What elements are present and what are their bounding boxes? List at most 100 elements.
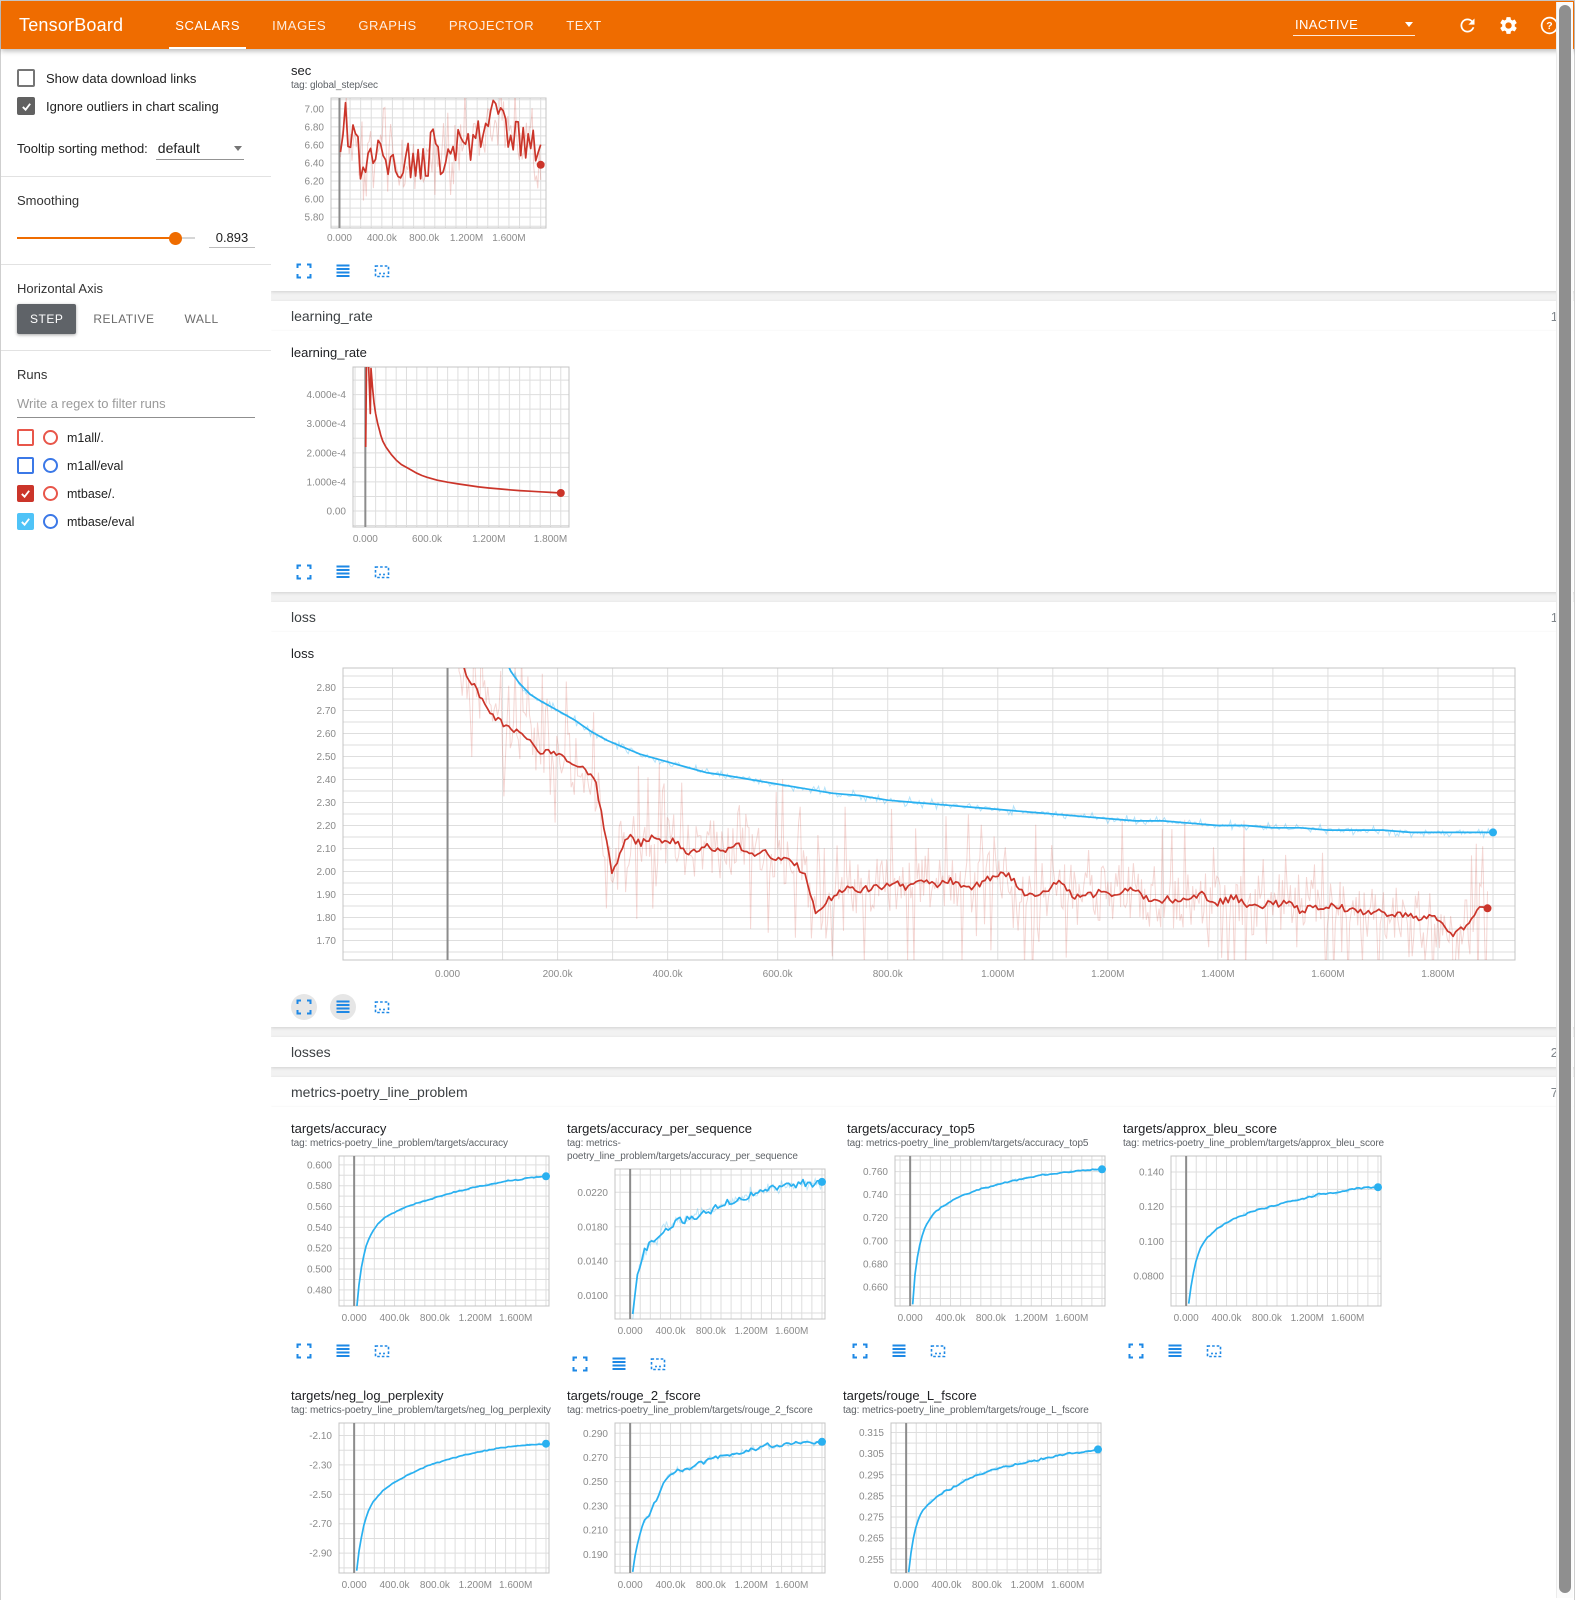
tab-projector[interactable]: PROJECTOR: [448, 17, 535, 33]
scrollbar[interactable]: [1556, 2, 1573, 1598]
fit-domain-icon[interactable]: [925, 1338, 951, 1364]
section-header-losses[interactable]: losses 2: [271, 1037, 1574, 1067]
section-header-metrics_poetry_line_problem[interactable]: metrics-poetry_line_problem 7: [271, 1077, 1574, 1107]
section-header-loss[interactable]: loss 1: [271, 602, 1574, 632]
smoothing-slider[interactable]: [17, 231, 195, 245]
chart-learning_rate[interactable]: 0.00 1.000e-4 2.000e-4 3.000e-4 4.000e-4 0.00…: [291, 361, 583, 551]
run-table-icon[interactable]: [1162, 1338, 1188, 1364]
svg-text:800.0k: 800.0k: [1252, 1313, 1283, 1324]
svg-text:0.540: 0.540: [307, 1223, 332, 1234]
run-name: mtbase/eval: [67, 514, 135, 529]
runs-filter-input[interactable]: [17, 390, 255, 418]
svg-text:0.0100: 0.0100: [577, 1291, 608, 1302]
axis-button-step[interactable]: STEP: [17, 304, 77, 334]
svg-text:-2.50: -2.50: [309, 1490, 332, 1501]
svg-text:200.0k: 200.0k: [543, 969, 574, 980]
svg-text:0.250: 0.250: [583, 1477, 608, 1488]
fullscreen-icon[interactable]: [1123, 1338, 1149, 1364]
fit-domain-icon[interactable]: [645, 1351, 671, 1377]
fit-domain-icon[interactable]: [369, 994, 395, 1020]
svg-text:0.680: 0.680: [863, 1259, 888, 1270]
chart-card-accuracy: targets/accuracy tag: metrics-poetry_line…: [291, 1115, 559, 1367]
chart-global_step_sec[interactable]: 5.80 6.00 6.20 6.40 6.60 6.80 7.00 0.000 400.0k 8…: [291, 92, 556, 250]
fullscreen-icon[interactable]: [567, 1351, 593, 1377]
svg-text:-2.30: -2.30: [309, 1460, 332, 1471]
fit-domain-icon[interactable]: [369, 1338, 395, 1364]
svg-text:800.0k: 800.0k: [420, 1580, 451, 1591]
svg-text:1.600M: 1.600M: [1055, 1313, 1088, 1324]
run-name: m1all/.: [67, 430, 104, 445]
nav-tabs: SCALARS IMAGES GRAPHS PROJECTOR TEXT: [159, 1, 1293, 49]
axis-button-relative[interactable]: RELATIVE: [93, 312, 155, 326]
svg-text:1.200M: 1.200M: [1011, 1580, 1044, 1591]
fullscreen-icon[interactable]: [291, 559, 317, 585]
run-checkbox[interactable]: [17, 457, 34, 474]
fullscreen-icon[interactable]: [291, 1338, 317, 1364]
fit-domain-icon[interactable]: [1201, 1338, 1227, 1364]
smoothing-slider-fill: [17, 237, 176, 239]
svg-text:400.0k: 400.0k: [936, 1313, 967, 1324]
section-header-learning_rate[interactable]: learning_rate 1: [271, 301, 1574, 331]
chart-accuracy_top5[interactable]: 0.660 0.680 0.700 0.720 0.740 0.760 0.000 400.0…: [847, 1150, 1115, 1330]
tab-scalars[interactable]: SCALARS: [159, 1, 256, 49]
scrollbar-thumb[interactable]: [1559, 5, 1571, 1593]
checkbox-ignore-outliers[interactable]: [17, 97, 35, 115]
chart-rouge_2_fscore[interactable]: 0.190 0.210 0.230 0.250 0.270 0.290 0.000 400.0…: [567, 1417, 835, 1597]
chart-loss[interactable]: 1.70 1.80 1.90 2.00 2.10 2.20 2.30 2.40 2.50 2.60…: [291, 662, 1529, 986]
svg-text:1.200M: 1.200M: [1291, 1313, 1324, 1324]
run-isolate-toggle[interactable]: [43, 486, 58, 501]
svg-text:0.760: 0.760: [863, 1167, 888, 1178]
svg-text:0.315: 0.315: [859, 1428, 884, 1439]
checkbox-show-download-links[interactable]: [17, 69, 35, 87]
run-checkbox[interactable]: [17, 429, 34, 446]
fullscreen-icon[interactable]: [847, 1338, 873, 1364]
fullscreen-icon[interactable]: [291, 258, 317, 284]
smoothing-slider-thumb[interactable]: [168, 231, 182, 245]
run-isolate-toggle[interactable]: [43, 430, 58, 445]
run-table-icon[interactable]: [330, 559, 356, 585]
svg-text:2.80: 2.80: [317, 683, 337, 694]
tab-graphs[interactable]: GRAPHS: [358, 17, 417, 33]
run-table-icon[interactable]: [330, 258, 356, 284]
tab-text[interactable]: TEXT: [566, 17, 602, 33]
section-title: losses: [291, 1044, 331, 1060]
run-isolate-toggle[interactable]: [43, 514, 58, 529]
fit-domain-icon[interactable]: [369, 559, 395, 585]
status-dropdown[interactable]: INACTIVE: [1293, 14, 1415, 36]
svg-text:2.30: 2.30: [317, 798, 337, 809]
run-table-icon[interactable]: [330, 994, 356, 1020]
tooltip-sorting-dropdown[interactable]: default: [155, 137, 244, 160]
run-isolate-toggle[interactable]: [43, 458, 58, 473]
svg-text:0.000: 0.000: [342, 1313, 367, 1324]
svg-text:0.210: 0.210: [583, 1526, 608, 1537]
run-table-icon[interactable]: [606, 1351, 632, 1377]
svg-text:2.000e-4: 2.000e-4: [307, 448, 347, 459]
run-checkbox[interactable]: [17, 513, 34, 530]
svg-text:0.000: 0.000: [327, 233, 352, 244]
chart-accuracy_per_sequence[interactable]: 0.0100 0.0140 0.0180 0.0220 0.000 400.0k 800.0…: [567, 1163, 835, 1343]
chart-approx_bleu_score[interactable]: 0.0800 0.100 0.120 0.140 0.000 400.0k 800.0k 1.…: [1123, 1150, 1391, 1330]
run-table-icon[interactable]: [886, 1338, 912, 1364]
section-count: 1: [1550, 609, 1558, 625]
svg-text:400.0k: 400.0k: [656, 1580, 687, 1591]
run-table-icon[interactable]: [330, 1338, 356, 1364]
chart-neg_log_perplexity[interactable]: -2.90 -2.70 -2.50 -2.30 -2.10 0.000 400.0k 800.…: [291, 1417, 559, 1597]
svg-text:1.200M: 1.200M: [1091, 969, 1124, 980]
svg-text:1.200M: 1.200M: [1015, 1313, 1048, 1324]
svg-text:-2.10: -2.10: [309, 1431, 332, 1442]
chart-accuracy[interactable]: 0.480 0.500 0.520 0.540 0.560 0.580 0.600 0.000…: [291, 1150, 559, 1330]
chart-rouge_L_fscore[interactable]: 0.255 0.265 0.275 0.285 0.295 0.305 0.315 0.000…: [843, 1417, 1111, 1597]
svg-text:6.40: 6.40: [305, 159, 325, 170]
smoothing-value[interactable]: 0.893: [209, 228, 255, 248]
svg-text:0.00: 0.00: [327, 507, 347, 518]
svg-text:2.40: 2.40: [317, 775, 337, 786]
fit-domain-icon[interactable]: [369, 258, 395, 284]
divider: [1, 264, 271, 265]
run-checkbox[interactable]: [17, 485, 34, 502]
settings-icon[interactable]: [1498, 15, 1519, 36]
axis-button-wall[interactable]: WALL: [184, 312, 219, 326]
fullscreen-icon[interactable]: [291, 994, 317, 1020]
refresh-icon[interactable]: [1457, 15, 1478, 36]
chart-title: sec: [291, 63, 312, 78]
tab-images[interactable]: IMAGES: [272, 17, 327, 33]
